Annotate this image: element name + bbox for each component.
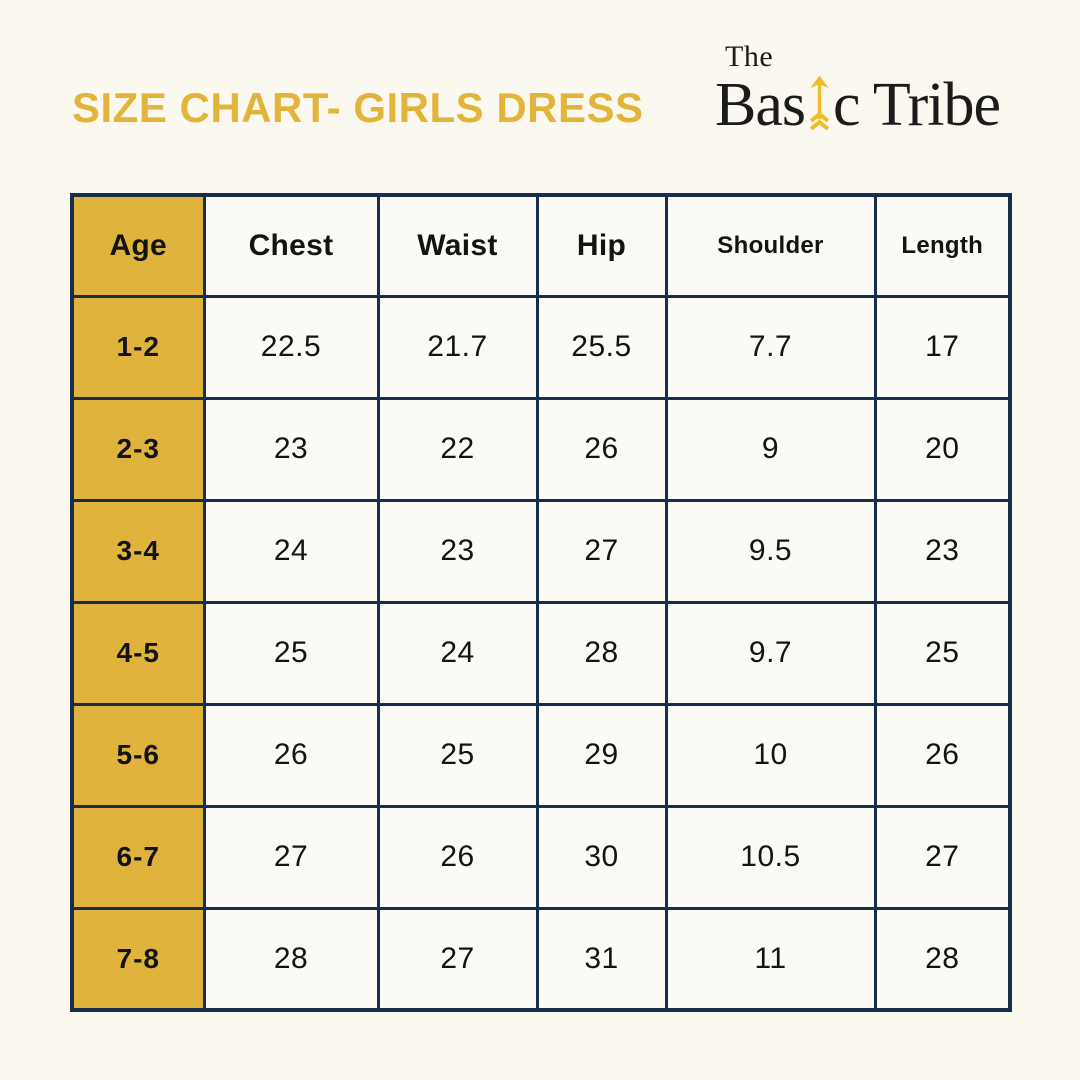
measurement-cell: 24 [202,498,380,604]
age-cell: 7-8 [70,906,206,1012]
col-header-length: Length [873,193,1012,298]
table-body: 1-2 22.5 21.7 25.5 7.7 17 2-3 23 22 26 9 20 3-4 24 23 2… [70,294,1012,1012]
table-row: 2-3 23 22 26 9 20 [70,396,1012,502]
measurement-cell: 25 [376,702,539,808]
logo-word-basic-tribe: Bas c Tribe [715,71,1001,139]
measurement-cell: 23 [202,396,380,502]
measurement-cell: 29 [535,702,668,808]
measurement-cell: 28 [202,906,380,1012]
measurement-cell: 10 [664,702,877,808]
header-row: Age Chest Waist Hip Shoulder Length [70,193,1012,298]
table-row: 5-6 26 25 29 10 26 [70,702,1012,808]
age-cell: 6-7 [70,804,206,910]
age-cell: 3-4 [70,498,206,604]
measurement-cell: 10.5 [664,804,877,910]
measurement-cell: 26 [535,396,668,502]
brand-logo: The Bas c Tribe [715,40,1001,139]
col-header-chest: Chest [202,193,380,298]
age-cell: 1-2 [70,294,206,400]
page-title: SIZE CHART- GIRLS DRESS [72,84,644,131]
measurement-cell: 11 [664,906,877,1012]
col-header-shoulder: Shoulder [664,193,877,298]
measurement-cell: 25 [873,600,1012,706]
measurement-cell: 25 [202,600,380,706]
table-row: 4-5 25 24 28 9.7 25 [70,600,1012,706]
measurement-cell: 23 [873,498,1012,604]
logo-text-post: c Tribe [833,71,1001,139]
measurement-cell: 28 [535,600,668,706]
measurement-cell: 23 [376,498,539,604]
table-row: 1-2 22.5 21.7 25.5 7.7 17 [70,294,1012,400]
measurement-cell: 17 [873,294,1012,400]
age-cell: 2-3 [70,396,206,502]
measurement-cell: 9 [664,396,877,502]
measurement-cell: 22 [376,396,539,502]
logo-text-pre: Bas [715,71,806,139]
measurement-cell: 7.7 [664,294,877,400]
measurement-cell: 9.7 [664,600,877,706]
measurement-cell: 27 [202,804,380,910]
measurement-cell: 31 [535,906,668,1012]
measurement-cell: 27 [873,804,1012,910]
measurement-cell: 24 [376,600,539,706]
measurement-cell: 26 [376,804,539,910]
measurement-cell: 28 [873,906,1012,1012]
measurement-cell: 30 [535,804,668,910]
measurement-cell: 22.5 [202,294,380,400]
measurement-cell: 25.5 [535,294,668,400]
measurement-cell: 9.5 [664,498,877,604]
col-header-hip: Hip [535,193,668,298]
age-cell: 4-5 [70,600,206,706]
col-header-waist: Waist [376,193,539,298]
table-row: 6-7 27 26 30 10.5 27 [70,804,1012,910]
age-cell: 5-6 [70,702,206,808]
measurement-cell: 20 [873,396,1012,502]
logo-word-the: The [725,40,774,73]
arrow-up-icon [809,75,830,131]
measurement-cell: 27 [376,906,539,1012]
measurement-cell: 26 [873,702,1012,808]
size-chart-table: Age Chest Waist Hip Shoulder Length 1-2 22.5 21… [70,193,1012,1012]
table-row: 7-8 28 27 31 11 28 [70,906,1012,1012]
measurement-cell: 21.7 [376,294,539,400]
col-header-age: Age [70,193,206,298]
table-row: 3-4 24 23 27 9.5 23 [70,498,1012,604]
measurement-cell: 27 [535,498,668,604]
measurement-cell: 26 [202,702,380,808]
